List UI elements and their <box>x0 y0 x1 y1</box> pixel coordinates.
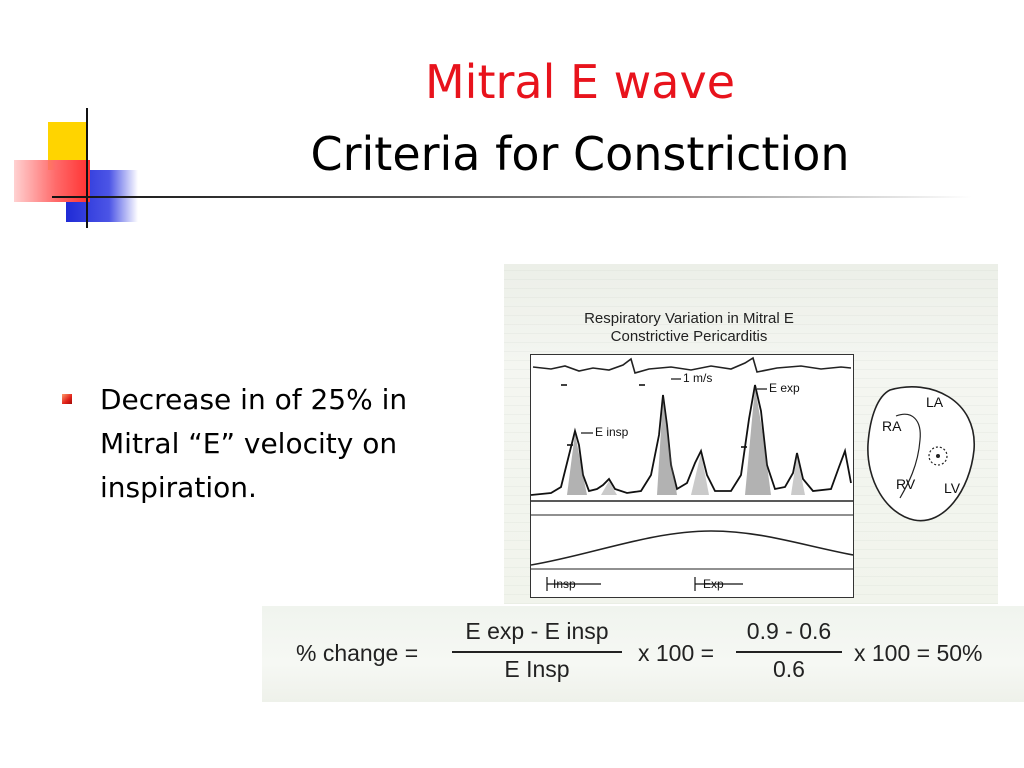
fraction-bar-1 <box>452 651 622 653</box>
scale-label: 1 m/s <box>683 371 713 385</box>
formula-times-1: x 100 = <box>638 640 715 666</box>
e-insp-label: E insp <box>595 425 629 439</box>
doppler-fill-2 <box>657 397 677 495</box>
bullet-text: Decrease in of 25% in Mitral “E” velocit… <box>100 383 408 504</box>
formula-panel: % change = E exp - E insp E Insp x 100 =… <box>262 606 1024 702</box>
doppler-trace-svg <box>530 356 854 591</box>
doppler-trace-panel: 1 m/s E exp E insp Insp Exp <box>530 354 854 598</box>
doppler-fill-6 <box>601 481 617 495</box>
decor-red-square <box>14 160 90 202</box>
figure-title-line1: Respiratory Variation in Mitral E <box>584 310 794 327</box>
heart-label-lv: LV <box>944 480 961 496</box>
doppler-fill-1 <box>567 433 587 495</box>
formula-result: x 100 = 50% <box>854 640 983 666</box>
formula-numerator-2: 0.9 - 0.6 <box>746 618 832 644</box>
formula-numerator-1: E exp - E insp <box>465 618 609 644</box>
formula-lhs: % change = <box>296 640 419 666</box>
respiratory-curve <box>530 530 854 566</box>
heart-outline <box>867 386 975 522</box>
heart-schematic <box>867 386 975 522</box>
sample-dot <box>936 454 940 458</box>
heart-label-rv: RV <box>896 476 916 492</box>
formula-denominator-2: 0.6 <box>773 656 805 682</box>
bullet-square-icon <box>62 394 72 404</box>
exp-label: Exp <box>703 577 724 591</box>
figure-title-line2: Constrictive Pericarditis <box>610 328 768 345</box>
figure-title: Respiratory Variation in Mitral E Constr… <box>524 310 854 346</box>
slide-subtitle: Criteria for Constriction <box>310 127 850 181</box>
mitral-sample-volume <box>928 446 948 466</box>
heart-septum <box>895 413 921 499</box>
fraction-bar-2 <box>736 651 842 653</box>
doppler-figure: Respiratory Variation in Mitral E Constr… <box>504 264 998 604</box>
mitral-doppler-spectrum <box>530 384 852 496</box>
heart-label-ra: RA <box>882 418 902 434</box>
ecg-trace <box>532 356 852 374</box>
doppler-fill-4 <box>691 453 709 495</box>
title-underline <box>52 196 972 198</box>
formula-denominator-1: E Insp <box>504 656 570 682</box>
decor-vertical-line <box>86 108 88 228</box>
e-exp-label: E exp <box>769 381 800 395</box>
doppler-fill-5 <box>791 455 805 495</box>
heart-label-la: LA <box>926 394 944 410</box>
slide-title: Mitral E wave <box>424 55 736 109</box>
doppler-fill-3 <box>745 387 771 495</box>
insp-label: Insp <box>553 577 576 591</box>
